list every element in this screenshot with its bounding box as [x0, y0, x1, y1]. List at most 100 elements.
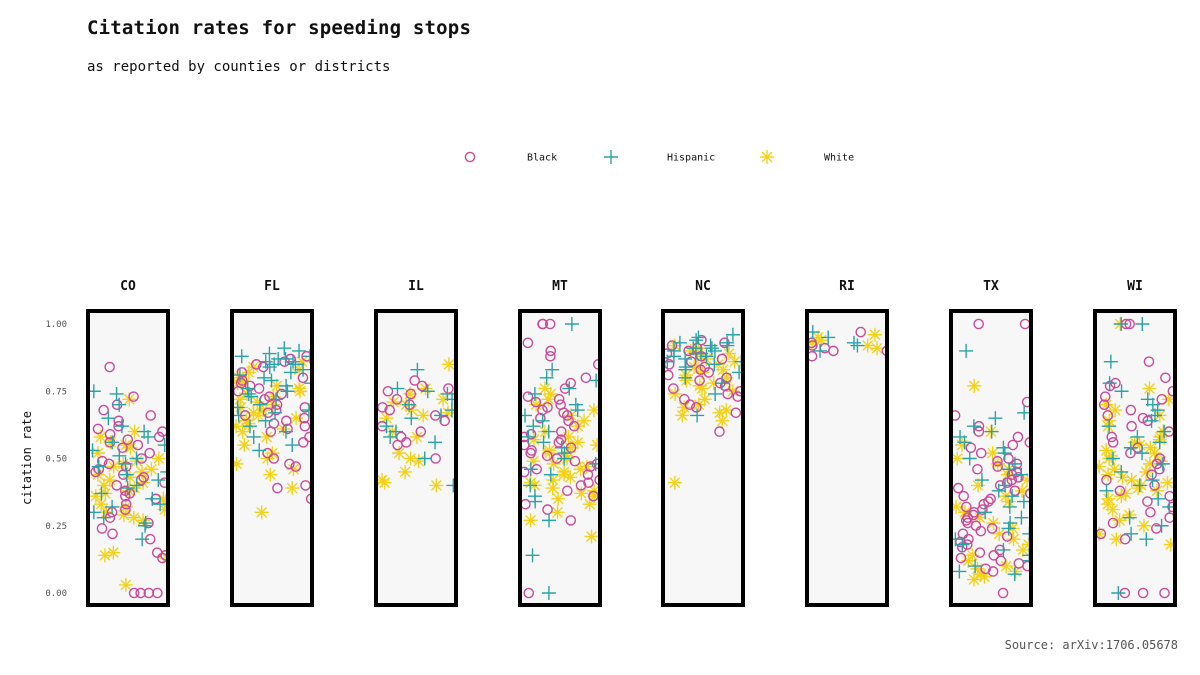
- point-hispanic: [535, 413, 550, 428]
- point-black: [1100, 391, 1111, 402]
- panel-background: [807, 311, 887, 605]
- point-black: [988, 550, 1000, 561]
- point-white: [403, 386, 418, 401]
- point-white: [136, 513, 151, 528]
- point-hispanic: [129, 478, 144, 493]
- point-white: [577, 413, 592, 428]
- point-hispanic: [699, 349, 714, 364]
- point-white: [697, 392, 712, 407]
- point-hispanic: [232, 408, 246, 423]
- point-hispanic: [523, 462, 538, 477]
- chart-title: Citation rates for speeding stops: [87, 17, 472, 39]
- point-black: [972, 463, 983, 475]
- point-black: [563, 415, 574, 427]
- point-white: [551, 491, 566, 506]
- point-hispanic: [1114, 317, 1129, 331]
- point-hispanic: [119, 467, 134, 482]
- point-black: [1154, 453, 1166, 464]
- point-hispanic: [302, 349, 312, 364]
- point-white: [999, 559, 1014, 574]
- point-hispanic: [1002, 462, 1017, 477]
- point-hispanic: [996, 440, 1011, 455]
- point-white: [986, 516, 1001, 531]
- point-hispanic: [1145, 473, 1160, 488]
- point-white: [1100, 497, 1115, 512]
- legend-marker-black: [464, 151, 476, 163]
- point-black: [90, 466, 101, 478]
- point-white: [542, 446, 557, 461]
- point-hispanic: [157, 438, 168, 453]
- point-black: [679, 394, 690, 405]
- point-black: [128, 587, 140, 599]
- point-black: [138, 472, 150, 483]
- point-white: [590, 438, 600, 453]
- y-tick-label: 0.00: [45, 589, 67, 599]
- point-black: [583, 477, 594, 489]
- point-white: [683, 343, 698, 358]
- point-black: [1022, 560, 1031, 572]
- point-black: [992, 461, 1003, 472]
- point-white: [232, 456, 244, 471]
- point-black: [668, 383, 679, 394]
- point-white: [122, 483, 137, 498]
- point-white: [235, 373, 250, 388]
- point-hispanic: [704, 341, 719, 356]
- point-white: [241, 416, 256, 431]
- point-hispanic: [262, 360, 277, 375]
- point-black: [974, 547, 986, 558]
- point-hispanic: [564, 317, 579, 331]
- point-white: [527, 432, 542, 447]
- point-white: [679, 373, 694, 388]
- facet-panel-co: CO: [86, 279, 170, 607]
- point-hispanic: [1132, 478, 1147, 493]
- point-black: [1143, 356, 1155, 367]
- point-hispanic: [137, 424, 152, 439]
- point-white: [126, 510, 141, 525]
- point-black: [855, 326, 867, 338]
- point-hispanic: [252, 397, 267, 412]
- point-hispanic: [707, 357, 722, 372]
- point-white: [570, 419, 585, 434]
- point-hispanic: [951, 532, 963, 547]
- point-hispanic: [1122, 510, 1137, 525]
- point-black: [1145, 506, 1156, 518]
- point-hispanic: [666, 349, 681, 364]
- point-black: [265, 426, 277, 437]
- point-hispanic: [527, 386, 542, 401]
- point-white: [99, 505, 114, 520]
- point-hispanic: [446, 478, 456, 493]
- y-tick-label: 1.00: [45, 320, 67, 330]
- panel-points: [88, 361, 168, 599]
- point-black: [716, 353, 728, 365]
- point-hispanic: [588, 456, 600, 471]
- point-hispanic: [388, 424, 403, 439]
- point-white: [574, 486, 589, 501]
- point-white: [550, 505, 565, 520]
- point-hispanic: [417, 451, 432, 466]
- point-white: [436, 392, 451, 407]
- point-hispanic: [301, 403, 312, 418]
- point-hispanic: [525, 548, 540, 563]
- point-hispanic: [1007, 567, 1022, 582]
- point-black: [262, 447, 273, 459]
- point-black: [973, 318, 984, 330]
- point-black: [1156, 394, 1168, 405]
- point-white: [285, 481, 300, 496]
- point-hispanic: [257, 370, 272, 385]
- point-white: [259, 429, 274, 444]
- point-black: [284, 458, 295, 470]
- point-white: [716, 362, 731, 377]
- point-white: [263, 467, 278, 482]
- point-hispanic: [1005, 489, 1020, 504]
- point-white: [144, 462, 159, 477]
- point-white: [860, 338, 875, 353]
- panel-points: [663, 327, 743, 490]
- point-white: [1161, 392, 1175, 407]
- point-white: [1124, 473, 1139, 488]
- point-hispanic: [410, 362, 425, 377]
- point-black: [686, 356, 697, 367]
- point-black: [980, 563, 991, 575]
- point-white: [398, 464, 413, 479]
- panel-border: [1093, 309, 1177, 607]
